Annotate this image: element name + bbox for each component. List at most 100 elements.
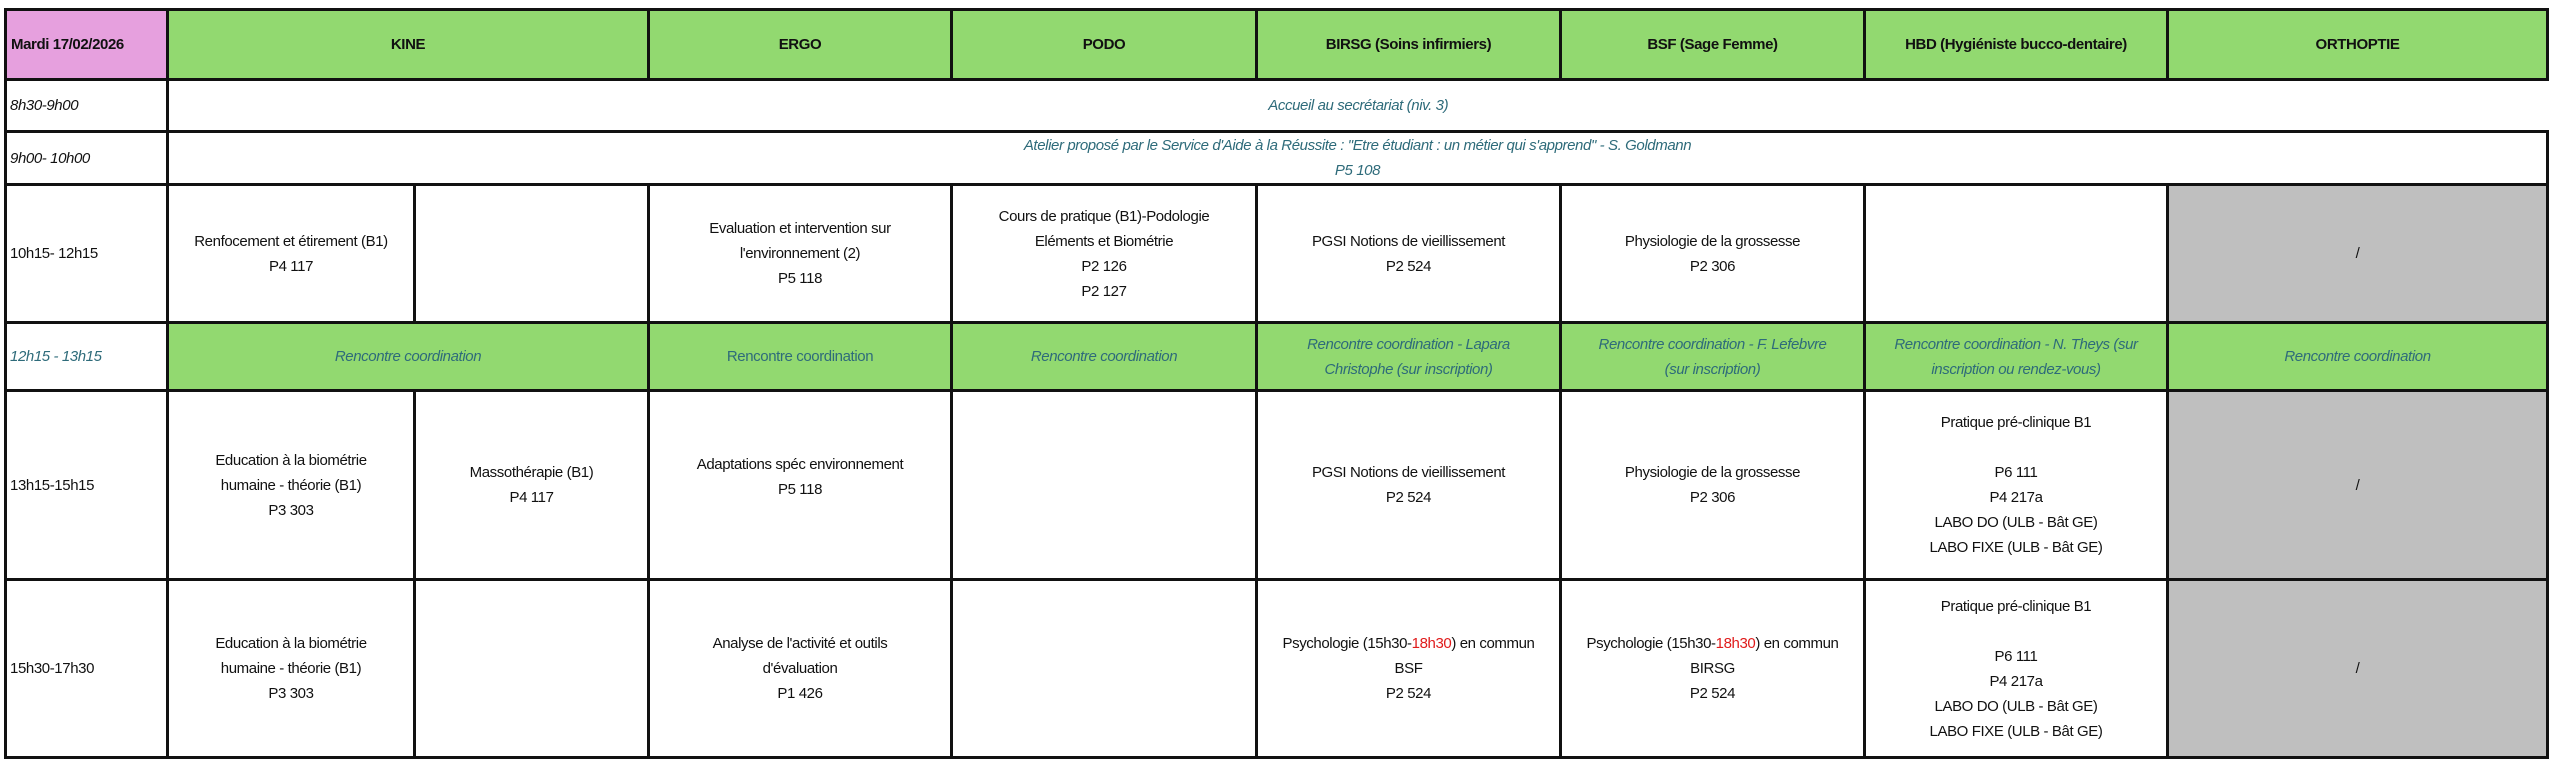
cell-podo (950, 389, 1258, 581)
cell-line: P3 303 (268, 685, 314, 702)
cell-line: d'évaluation (762, 660, 838, 677)
column-header-bsf: BSF (Sage Femme) (1559, 8, 1866, 81)
cell-line: Atelier proposé par le Service d'Aide à … (1023, 137, 1692, 154)
cell-bsf: Physiologie de la grossesse P2 306 (1559, 183, 1866, 324)
cell-kine-a: Education à la biométrie humaine - théori… (166, 389, 416, 581)
cell-line: Pratique pré-clinique B1 (1940, 414, 2092, 431)
row-10h15: 10h15- 12h15 Renfocement et étirement (B… (4, 183, 2549, 324)
column-header-ergo: ERGO (647, 8, 953, 81)
shared-with: BIRSG (1690, 660, 1735, 677)
cell-line: l'environnement (2) (739, 245, 861, 262)
cell-line: P3 303 (268, 501, 314, 519)
schedule-table: Mardi 17/02/2026 KINE ERGO PODO BIRSG (S… (4, 8, 2549, 759)
row-12h15: 12h15 - 13h15 Rencontre coordination Ren… (4, 321, 2549, 392)
course-text: Psychologie (15h30- (1586, 635, 1716, 652)
cell-line: Adaptations spéc environnement (696, 456, 904, 473)
cell-line: Physiologie de la grossesse (1624, 232, 1801, 250)
course-text: ) en commun (1451, 635, 1535, 652)
cell-bsf: Psychologie (15h30-18h30) en commun BIRS… (1559, 578, 1866, 759)
cell-line: Massothérapie (B1) (469, 464, 594, 481)
cell-line: humaine - théorie (B1) (220, 476, 362, 494)
cell-kine-a: Renfocement et étirement (B1) P4 117 (166, 183, 416, 324)
cell-line: Renfocement et étirement (B1) (194, 232, 388, 250)
row-9h00: 9h00- 10h00 Atelier proposé par le Servi… (4, 130, 2549, 186)
cell-ergo: Analyse de l'activité et outils d'évaluat… (647, 578, 953, 759)
course-text: Psychologie (15h30- (1282, 635, 1412, 652)
column-header-kine: KINE (166, 8, 650, 81)
shared-with: BSF (1394, 660, 1423, 677)
cell-line: Eléments et Biométrie (1034, 232, 1174, 250)
cell-kine-b (413, 183, 650, 324)
cell-ergo: Rencontre coordination (647, 321, 953, 392)
cell-line: inscription ou rendez-vous) (1931, 360, 2101, 378)
cell-line: Christophe (sur inscription) (1324, 360, 1493, 378)
cell-podo: Rencontre coordination (950, 321, 1258, 392)
room: P2 524 (1385, 685, 1432, 702)
row-13h15: 13h15-15h15 Education à la biométrie huma… (4, 389, 2549, 581)
cell-line: P2 126 (1081, 257, 1127, 275)
end-time-highlight: 18h30 (1715, 635, 1756, 652)
end-time-highlight: 18h30 (1411, 635, 1452, 652)
spacer (1870, 435, 2162, 460)
date-header: Mardi 17/02/2026 (4, 8, 169, 81)
cell-line: Rencontre coordination - N. Theys (sur (1894, 335, 2138, 353)
time-cell: 9h00- 10h00 (4, 130, 169, 186)
spacer (1870, 619, 2162, 644)
cell-line: Cours de pratique (B1)-Podologie (998, 207, 1210, 225)
time-cell: 13h15-15h15 (4, 389, 169, 581)
cell-line: Rencontre coordination - F. Lefebvre (1598, 335, 1827, 353)
cell-ergo: Adaptations spéc environnement P5 118 (647, 389, 953, 581)
cell-bsf: Physiologie de la grossesse P2 306 (1559, 389, 1866, 581)
cell-line: Education à la biométrie (215, 635, 367, 652)
cell-line: P4 217a (1989, 672, 2043, 690)
event-cell-all: Accueil au secrétariat (niv. 3) (166, 78, 2548, 133)
cell-line: Pratique pré-clinique B1 (1940, 597, 2092, 615)
cell-line: P2 127 (1081, 282, 1127, 300)
cell-hbd: Rencontre coordination - N. Theys (sur in… (1863, 321, 2169, 392)
cell-line: P4 217a (1989, 489, 2043, 506)
cell-kine-a: Education à la biométrie humaine - théori… (166, 578, 416, 759)
cell-podo (950, 578, 1258, 759)
course-text: ) en commun (1755, 635, 1839, 652)
cell-line: humaine - théorie (B1) (220, 660, 362, 677)
cell-orthoptie: / (2166, 183, 2549, 324)
cell-bsf: Rencontre coordination - F. Lefebvre (sur… (1559, 321, 1866, 392)
column-header-orthoptie: ORTHOPTIE (2166, 8, 2549, 81)
cell-line: P2 524 (1385, 257, 1432, 275)
cell-birsg: Rencontre coordination - Lapara Christoph… (1255, 321, 1562, 392)
cell-line: Education à la biométrie (215, 451, 367, 469)
cell-orthoptie: Rencontre coordination (2166, 321, 2549, 392)
cell-line: LABO DO (ULB - Bât GE) (1934, 697, 2098, 715)
cell-line: P2 306 (1689, 489, 1736, 506)
time-cell: 15h30-17h30 (4, 578, 169, 759)
cell-birsg: Psychologie (15h30-18h30) en commun BSF … (1255, 578, 1562, 759)
cell-line: P2 306 (1689, 257, 1736, 275)
cell-line: Rencontre coordination - Lapara (1307, 335, 1510, 353)
time-cell: 10h15- 12h15 (4, 183, 169, 324)
time-cell: 8h30-9h00 (4, 78, 169, 133)
cell-line: P2 524 (1385, 489, 1432, 506)
cell-line: PGSI Notions de vieillissement (1311, 232, 1506, 250)
cell-hbd: Pratique pré-clinique B1 P6 111 P4 217a LAB… (1863, 389, 2169, 581)
cell-line: Evaluation et intervention sur (709, 220, 891, 237)
cell-line: P4 117 (509, 489, 554, 506)
cell-kine-b (413, 578, 650, 759)
row-8h30: 8h30-9h00 Accueil au secrétariat (niv. 3… (4, 78, 2548, 133)
room: P2 524 (1689, 685, 1736, 702)
column-header-podo: PODO (950, 8, 1258, 81)
cell-birsg: PGSI Notions de vieillissement P2 524 (1255, 183, 1562, 324)
cell-line: P1 426 (777, 685, 823, 702)
cell-podo: Cours de pratique (B1)-Podologie Eléments… (950, 183, 1258, 324)
cell-line: PGSI Notions de vieillissement (1311, 464, 1506, 481)
header-row: Mardi 17/02/2026 KINE ERGO PODO BIRSG (S… (4, 8, 2549, 81)
cell-line: P5 108 (1334, 162, 1381, 179)
cell-line: P4 117 (268, 257, 314, 275)
cell-orthoptie: / (2166, 578, 2549, 759)
cell-line: P6 111 (1994, 647, 2038, 665)
cell-line: LABO FIXE (ULB - Bât GE) (1929, 722, 2103, 740)
event-cell-all: Atelier proposé par le Service d'Aide à … (166, 130, 2549, 186)
cell-ergo: Evaluation et intervention sur l'environn… (647, 183, 953, 324)
cell-orthoptie: / (2166, 389, 2549, 581)
cell-line: Physiologie de la grossesse (1624, 464, 1801, 481)
cell-line: Analyse de l'activité et outils (712, 635, 888, 652)
